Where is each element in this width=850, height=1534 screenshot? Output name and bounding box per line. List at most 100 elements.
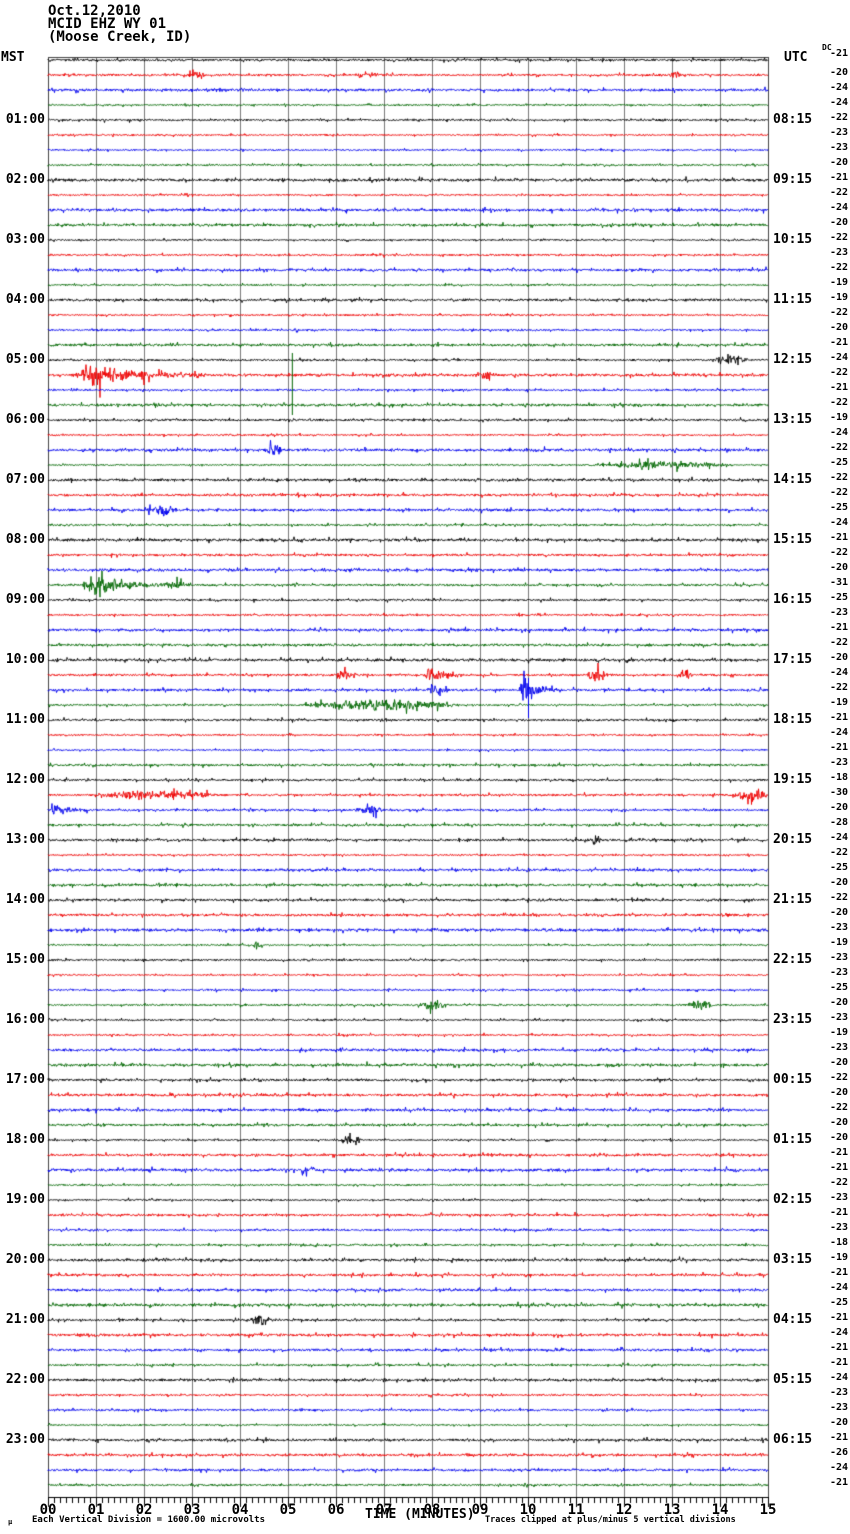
mst-label: 06:00: [5, 412, 45, 427]
utc-label: 17:15: [773, 652, 813, 667]
x-tick-label: 10: [519, 1502, 537, 1518]
dc-offset-value: -18: [829, 1237, 848, 1248]
x-tick-label: 02: [135, 1502, 153, 1518]
dc-offset-value: -20: [829, 1132, 848, 1143]
mst-label: 13:00: [5, 832, 45, 847]
dc-offset-value: -22: [829, 892, 848, 903]
dc-offset-value: -23: [829, 922, 848, 933]
dc-offset-value: -31: [829, 577, 848, 588]
mst-label: 07:00: [5, 472, 45, 487]
dc-offset-value: -23: [829, 952, 848, 963]
dc-offset-value: -22: [829, 847, 848, 858]
dc-offset-value: -19: [829, 277, 848, 288]
mst-label: 19:00: [5, 1192, 45, 1207]
dc-offset-value: -24: [829, 1282, 848, 1293]
dc-offset-value: -19: [829, 1252, 848, 1263]
mst-label: 15:00: [5, 952, 45, 967]
x-tick-label: 12: [615, 1502, 633, 1518]
dc-offset-value: -21: [829, 1162, 848, 1173]
footer-clip-note: Traces clipped at plus/minus 5 vertical …: [485, 1515, 736, 1525]
utc-label: 23:15: [773, 1012, 813, 1027]
dc-offset-value: -21: [829, 382, 848, 393]
mst-label: 04:00: [5, 292, 45, 307]
x-tick-label: 06: [327, 1502, 345, 1518]
dc-offset-value: -21: [829, 48, 848, 59]
dc-offset-value: -22: [829, 1102, 848, 1113]
mst-label: 20:00: [5, 1252, 45, 1267]
dc-offset-value: -22: [829, 232, 848, 243]
dc-offset-value: -22: [829, 187, 848, 198]
dc-offset-value: -21: [829, 742, 848, 753]
dc-offset-value: -24: [829, 727, 848, 738]
footer-scale-note: Each Vertical Division = 1600.00 microvo…: [32, 1515, 265, 1525]
mst-label: 03:00: [5, 232, 45, 247]
dc-offset-value: -23: [829, 142, 848, 153]
dc-offset-value: -24: [829, 517, 848, 528]
dc-offset-value: -30: [829, 787, 848, 798]
dc-offset-value: -20: [829, 1417, 848, 1428]
dc-offset-value: -23: [829, 1387, 848, 1398]
utc-label: 12:15: [773, 352, 813, 367]
dc-offset-value: -23: [829, 1402, 848, 1413]
x-tick-label: 09: [471, 1502, 489, 1518]
dc-offset-value: -23: [829, 757, 848, 768]
dc-offset-value: -21: [829, 172, 848, 183]
dc-offset-value: -22: [829, 1177, 848, 1188]
x-tick-label: 13: [663, 1502, 681, 1518]
header-station-code: MCID EHZ WY 01: [48, 16, 167, 32]
dc-offset-value: -23: [829, 967, 848, 978]
utc-label: 18:15: [773, 712, 813, 727]
mst-label: 23:00: [5, 1432, 45, 1447]
dc-offset-value: -24: [829, 667, 848, 678]
dc-offset-value: -21: [829, 532, 848, 543]
dc-offset-value: -25: [829, 1297, 848, 1308]
utc-label: 20:15: [773, 832, 813, 847]
dc-offset-value: -26: [829, 1447, 848, 1458]
dc-offset-value: -19: [829, 937, 848, 948]
dc-offset-value: -25: [829, 592, 848, 603]
dc-offset-value: -21: [829, 1267, 848, 1278]
utc-label: 00:15: [773, 1072, 813, 1087]
dc-offset-value: -24: [829, 202, 848, 213]
dc-offset-value: -22: [829, 262, 848, 273]
utc-label: 21:15: [773, 892, 813, 907]
dc-offset-value: -24: [829, 97, 848, 108]
dc-offset-value: -22: [829, 472, 848, 483]
x-tick-label: 04: [231, 1502, 249, 1518]
dc-offset-value: -21: [829, 337, 848, 348]
mst-label: 09:00: [5, 592, 45, 607]
dc-offset-value: -23: [829, 607, 848, 618]
x-tick-label: 14: [711, 1502, 729, 1518]
dc-offset-value: -20: [829, 322, 848, 333]
dc-offset-value: -20: [829, 877, 848, 888]
x-tick-label: 08: [423, 1502, 441, 1518]
dc-offset-value: -22: [829, 367, 848, 378]
dc-offset-value: -25: [829, 862, 848, 873]
mst-label: 05:00: [5, 352, 45, 367]
dc-offset-value: -19: [829, 697, 848, 708]
mst-label: 18:00: [5, 1132, 45, 1147]
dc-offset-value: -20: [829, 1117, 848, 1128]
utc-label: 10:15: [773, 232, 813, 247]
dc-offset-value: -21: [829, 1147, 848, 1158]
dc-offset-value: -21: [829, 1357, 848, 1368]
dc-offset-value: -24: [829, 427, 848, 438]
dc-offset-value: -22: [829, 682, 848, 693]
dc-offset-value: -22: [829, 637, 848, 648]
x-tick-label: 00: [39, 1502, 57, 1518]
utc-label: 16:15: [773, 592, 813, 607]
dc-offset-value: -21: [829, 622, 848, 633]
utc-label: 05:15: [773, 1372, 813, 1387]
utc-label: 03:15: [773, 1252, 813, 1267]
dc-offset-value: -20: [829, 1057, 848, 1068]
utc-label: 15:15: [773, 532, 813, 547]
mst-label: 11:00: [5, 712, 45, 727]
mst-label: 16:00: [5, 1012, 45, 1027]
dc-offset-value: -28: [829, 817, 848, 828]
left-axis-title-mst: MST: [1, 50, 25, 65]
dc-offset-value: -20: [829, 907, 848, 918]
utc-label: 14:15: [773, 472, 813, 487]
x-tick-label: 07: [375, 1502, 393, 1518]
header-date: Oct.12,2010: [48, 3, 141, 19]
